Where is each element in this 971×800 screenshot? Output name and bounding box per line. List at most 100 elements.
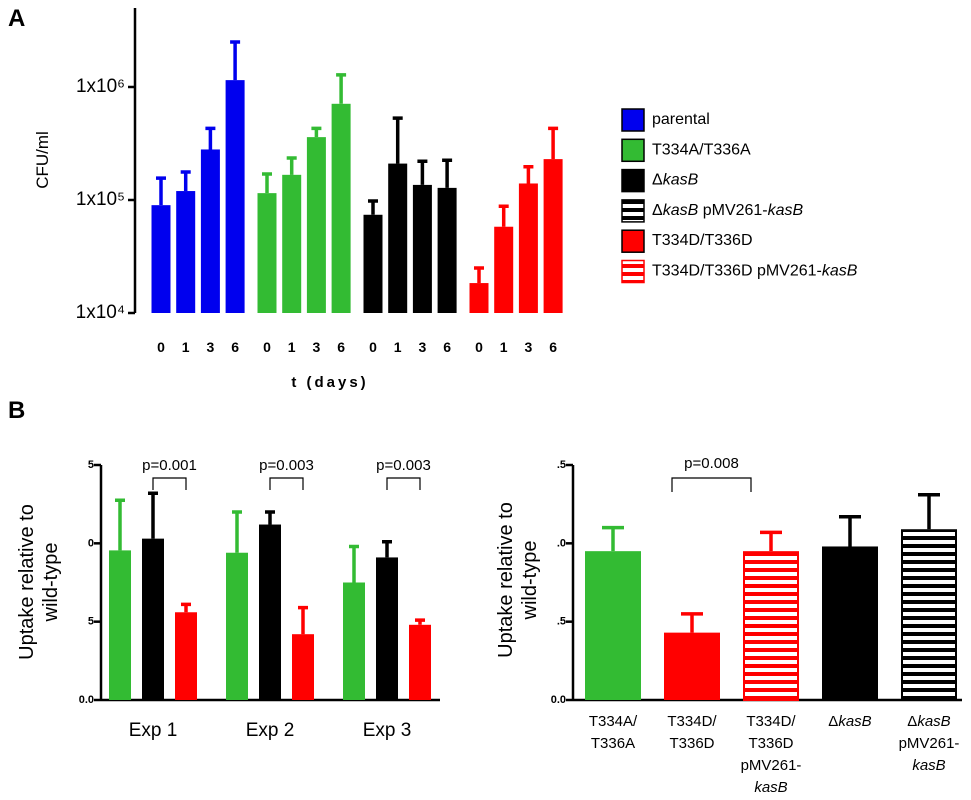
y-tick-label: .5 xyxy=(557,616,566,628)
bar xyxy=(292,634,314,700)
error-bar xyxy=(760,530,782,552)
bar xyxy=(225,80,245,313)
bar xyxy=(151,205,171,313)
y-tick-label: .5 xyxy=(557,459,566,471)
x-tick-label: kasB xyxy=(912,757,945,774)
bracket xyxy=(386,477,421,490)
x-axis-label: t (days) xyxy=(291,374,368,391)
bar xyxy=(331,103,351,313)
legend-label: ΔkasB pMV261-kasB xyxy=(652,202,804,219)
annotation: p=0.001 xyxy=(142,457,197,474)
x-tick-label: Exp 1 xyxy=(129,720,178,741)
error-bar xyxy=(336,73,347,104)
error-bar xyxy=(417,159,428,185)
error-bar xyxy=(181,602,191,613)
x-tick-label: 0 xyxy=(263,339,271,355)
x-tick-label: 6 xyxy=(337,339,345,355)
x-tick-label: 1 xyxy=(288,339,296,355)
x-tick-label: kasB xyxy=(754,779,787,796)
error-bar xyxy=(415,618,425,625)
error-bar xyxy=(498,204,509,227)
y-tick-label: 1x10⁵ xyxy=(76,189,125,210)
panel-label: B xyxy=(8,397,25,424)
x-tick-label: pMV261- xyxy=(899,735,960,752)
bar xyxy=(226,552,248,700)
x-tick-label: pMV261- xyxy=(741,757,802,774)
y-axis-label-line: wild-type xyxy=(40,543,62,623)
x-tick-label: 0 xyxy=(157,339,165,355)
error-bar xyxy=(474,266,484,284)
x-tick-label: T334A/ xyxy=(589,713,638,730)
x-tick-label: 3 xyxy=(207,339,215,355)
y-tick-label: 5 xyxy=(88,459,94,471)
y-tick-label: 5 xyxy=(88,616,94,628)
x-tick-label: 1 xyxy=(182,339,190,355)
error-bar xyxy=(839,514,861,547)
bar xyxy=(259,524,281,700)
error-bar xyxy=(392,116,403,164)
x-tick-label: T334D/ xyxy=(746,713,796,730)
bar xyxy=(175,612,197,700)
legend-swatch xyxy=(621,138,645,163)
x-tick-label: 0 xyxy=(475,339,483,355)
y-tick-label: 1x10⁶ xyxy=(76,76,125,97)
legend-label: T334D/T336D pMV261-kasB xyxy=(652,263,858,280)
y-axis-label: Uptake relative to wild-type xyxy=(16,504,62,660)
annotation: p=0.008 xyxy=(684,455,739,472)
x-tick-label: T336D xyxy=(669,735,714,752)
bar xyxy=(257,193,277,313)
bar xyxy=(343,582,365,700)
x-tick-label: T336D xyxy=(748,735,793,752)
error-bar xyxy=(265,510,275,525)
error-bar xyxy=(180,170,191,192)
bar xyxy=(109,550,131,700)
bar xyxy=(901,529,957,701)
error-bar xyxy=(205,126,216,150)
x-tick-label: 1 xyxy=(394,339,402,355)
bar xyxy=(494,226,514,313)
x-tick-label: T336A xyxy=(591,735,635,752)
error-bar xyxy=(230,40,241,81)
bar xyxy=(437,187,457,313)
bar xyxy=(388,163,408,313)
bracket xyxy=(671,477,752,492)
error-bar xyxy=(548,126,559,160)
x-tick-label: Exp 3 xyxy=(363,720,412,741)
bar xyxy=(306,137,326,313)
bar xyxy=(585,551,641,700)
error-bar xyxy=(262,172,272,194)
error-bar xyxy=(523,164,534,184)
legend-swatch xyxy=(621,168,645,193)
panel-label: A xyxy=(8,5,25,32)
annotation: p=0.003 xyxy=(259,457,314,474)
x-tick-label: 6 xyxy=(231,339,239,355)
bar xyxy=(412,184,432,313)
bar xyxy=(664,632,720,700)
y-tick-label: .0 xyxy=(557,537,566,549)
error-bar xyxy=(681,612,703,633)
x-tick-label: 3 xyxy=(313,339,321,355)
y-axis-label: CFU/ml xyxy=(33,131,52,189)
legend-swatch xyxy=(621,199,645,223)
x-tick-label: 6 xyxy=(443,339,451,355)
y-axis-label: Uptake relative to wild-type xyxy=(495,502,541,658)
x-tick-label: ΔkasB xyxy=(828,713,871,730)
bar xyxy=(743,551,799,702)
x-tick-label: Exp 2 xyxy=(246,720,295,741)
bar xyxy=(176,191,196,313)
bar xyxy=(822,546,878,700)
bar xyxy=(409,624,431,700)
legend-label: T334A/T336A xyxy=(652,142,751,159)
legend-label: T334D/T336D xyxy=(652,232,753,249)
bar xyxy=(282,174,302,313)
bracket xyxy=(269,477,304,490)
y-tick-label: 0 xyxy=(88,537,94,549)
bar xyxy=(469,283,489,313)
legend-swatch xyxy=(621,259,645,284)
y-axis-label-line: Uptake relative to xyxy=(16,504,38,660)
y-axis-label-line: wild-type xyxy=(519,541,541,621)
legend-label: ΔkasB xyxy=(652,172,699,189)
error-bar xyxy=(368,199,378,215)
